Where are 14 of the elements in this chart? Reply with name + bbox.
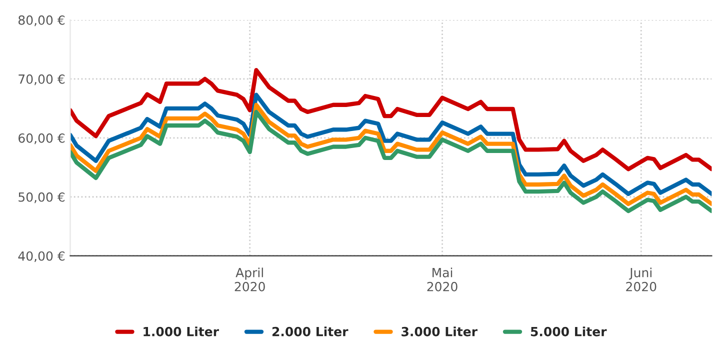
y-tick-label: 70,00 € xyxy=(18,74,65,86)
x-tick-label: Mai 2020 xyxy=(427,268,458,292)
legend-label: 1.000 Liter xyxy=(144,326,219,336)
line-series xyxy=(70,68,712,172)
y-tick-label: 40,00 € xyxy=(18,251,65,262)
legend-label: 3.000 Liter xyxy=(402,326,478,336)
y-tick-label: 60,00 € xyxy=(18,133,65,144)
x-tick-label: Juni 2020 xyxy=(626,268,656,292)
y-tick-label: 80,00 € xyxy=(18,15,65,26)
x-tick-label: April 2020 xyxy=(234,268,265,292)
legend-label: 5.000 Liter xyxy=(530,326,607,336)
y-tick-label: 50,00 € xyxy=(18,192,65,204)
line-series xyxy=(70,92,712,196)
legend-label: 2.000 Liter xyxy=(272,326,348,336)
